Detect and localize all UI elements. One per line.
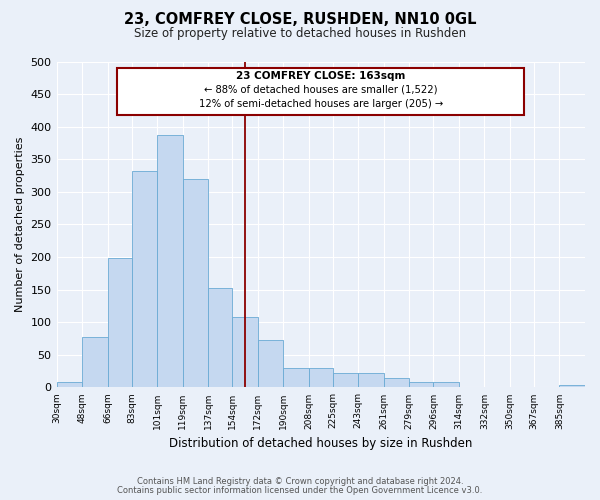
Text: ← 88% of detached houses are smaller (1,522): ← 88% of detached houses are smaller (1,… <box>204 85 437 95</box>
Bar <box>82 336 107 388</box>
Bar <box>56 382 82 388</box>
X-axis label: Distribution of detached houses by size in Rushden: Distribution of detached houses by size … <box>169 437 472 450</box>
Bar <box>107 258 131 388</box>
Text: 23, COMFREY CLOSE, RUSHDEN, NN10 0GL: 23, COMFREY CLOSE, RUSHDEN, NN10 0GL <box>124 12 476 28</box>
Text: 23 COMFREY CLOSE: 163sqm: 23 COMFREY CLOSE: 163sqm <box>236 72 406 82</box>
Bar <box>131 171 157 388</box>
Text: Contains HM Land Registry data © Crown copyright and database right 2024.: Contains HM Land Registry data © Crown c… <box>137 477 463 486</box>
Text: Size of property relative to detached houses in Rushden: Size of property relative to detached ho… <box>134 28 466 40</box>
Bar <box>358 373 384 388</box>
Bar <box>258 340 283 388</box>
Bar <box>283 368 309 388</box>
Text: Contains public sector information licensed under the Open Government Licence v3: Contains public sector information licen… <box>118 486 482 495</box>
Y-axis label: Number of detached properties: Number of detached properties <box>15 137 25 312</box>
Text: 12% of semi-detached houses are larger (205) →: 12% of semi-detached houses are larger (… <box>199 98 443 108</box>
Bar <box>157 134 182 388</box>
Bar <box>208 288 232 388</box>
Bar <box>182 179 208 388</box>
FancyBboxPatch shape <box>118 68 524 116</box>
Bar <box>384 378 409 388</box>
Bar <box>433 382 459 388</box>
Bar <box>309 368 333 388</box>
Bar <box>559 386 585 388</box>
Bar <box>409 382 433 388</box>
Bar <box>333 373 358 388</box>
Bar <box>232 317 258 388</box>
